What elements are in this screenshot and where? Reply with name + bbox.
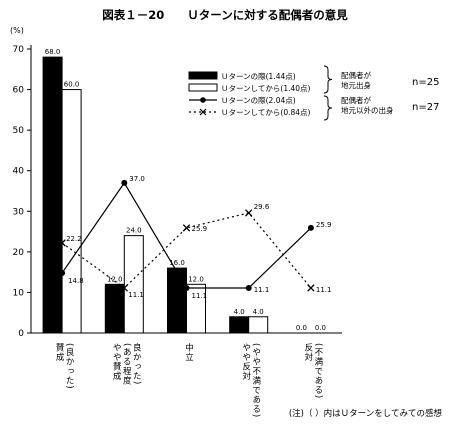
chart-title: 図表１－20 Ｕターンに対する配偶者の意見 [102, 8, 348, 22]
line-label: 29.6 [254, 203, 270, 211]
legend-label: Ｕターンしてから(1.40点) [221, 84, 311, 93]
line-label: 11.1 [128, 291, 144, 299]
bar-s0-2 [167, 267, 187, 334]
bar-s1-1 [123, 235, 144, 334]
line-point [183, 284, 190, 291]
x-category-label: 中立 [184, 342, 194, 362]
bar-label: 0.0 [296, 324, 307, 332]
y-tick-label: 60 [13, 86, 25, 96]
x-category-label: やや反対 [241, 343, 251, 381]
bar-label: 24.0 [126, 227, 142, 235]
legend-label: Ｕターンの際(1.44点) [221, 71, 296, 81]
legend: Ｕターンの際(1.44点) Ｕターンしてから(1.40点) Ｕターンの際(2.04点… [188, 65, 439, 121]
line-point-x [58, 239, 66, 247]
bar-s0-3 [229, 316, 250, 334]
line-point [245, 284, 252, 291]
line-point-x [245, 209, 253, 217]
line-point [121, 179, 128, 186]
data-labels: 68.012.016.04.00.060.024.012.04.00.014.8… [45, 48, 332, 332]
y-tick-label: 40 [13, 167, 25, 177]
y-tick-label: 70 [13, 45, 25, 55]
line-point [307, 224, 314, 231]
line-outside-origin [61, 212, 312, 289]
x-category-label: (ある程度 [121, 343, 131, 385]
line-label: 11.1 [316, 286, 332, 294]
bar-label: 12.0 [188, 275, 204, 283]
line-point-x [182, 224, 191, 232]
legend-label: Ｕターンの際(2.04点) [221, 95, 296, 105]
legend-marker [199, 108, 207, 116]
group-n-1: n=27 [412, 102, 439, 113]
legend-brace [323, 95, 333, 121]
bar-label: 4.0 [253, 308, 264, 316]
x-category-label: 良かった) [131, 342, 141, 385]
x-category-label: 反対 [303, 342, 313, 362]
legend-marker [200, 97, 206, 103]
bar-label: 16.0 [169, 259, 185, 267]
line-label: 37.0 [129, 175, 145, 183]
legend-swatch-1 [188, 83, 218, 92]
bar-label: 4.0 [234, 308, 245, 316]
legend-label: Ｕターンしてから(0.84点) [221, 108, 311, 117]
y-tick-label: 10 [13, 288, 25, 298]
y-tick-label: 20 [13, 248, 25, 258]
legend-swatch-0 [188, 71, 218, 80]
bar-s1-0 [61, 89, 82, 334]
bar-s0-0 [42, 56, 63, 334]
bar-label: 12.0 [107, 275, 123, 283]
y-tick-label: 30 [13, 207, 25, 217]
line-point-x [120, 284, 128, 292]
x-category-label: (不満である) [313, 343, 323, 399]
y-tick-label: 0 [18, 329, 24, 339]
bar-s0-1 [104, 283, 125, 334]
group-label-0: 配偶者が地元出身 [341, 70, 371, 90]
group-label-1: 配偶者が地元以外の出身 [341, 95, 394, 115]
y-tick-label: 50 [13, 126, 25, 136]
line-label: 14.8 [68, 277, 84, 285]
line-label: 11.1 [192, 292, 208, 300]
x-category-label: やや賛成 [111, 343, 121, 381]
bar-label: 68.0 [45, 48, 61, 56]
x-category-label: 賛成 [54, 342, 64, 362]
legend-brace [323, 65, 333, 94]
x-category-labels: 賛成 (良かった) やや賛成 (ある程度 良かった) 中立 やや反対 (やや不満である) 反対(… [54, 342, 323, 418]
bar-label: 60.0 [64, 81, 80, 89]
bar-s1-3 [248, 316, 269, 334]
line-label: 25.9 [316, 221, 332, 229]
footnote: (注)（ ）内はＵターンをしてみての感想 [289, 408, 443, 419]
lines [58, 179, 315, 292]
line-label: 25.9 [192, 225, 208, 233]
y-axis-unit: (%) [10, 26, 24, 35]
line-point-x [307, 284, 315, 292]
axes: 0 10 20 30 40 50 60 70 [13, 45, 342, 339]
x-category-label: (やや不満である) [251, 343, 261, 418]
line-point [59, 269, 66, 276]
group-n-0: n=25 [412, 77, 439, 88]
bar-s1-2 [186, 283, 206, 334]
line-label: 22.2 [66, 235, 82, 243]
x-category-label: (良かった) [64, 343, 74, 390]
bars [42, 56, 269, 334]
line-label: 11.1 [254, 286, 270, 294]
bar-label: 0.0 [315, 324, 326, 332]
